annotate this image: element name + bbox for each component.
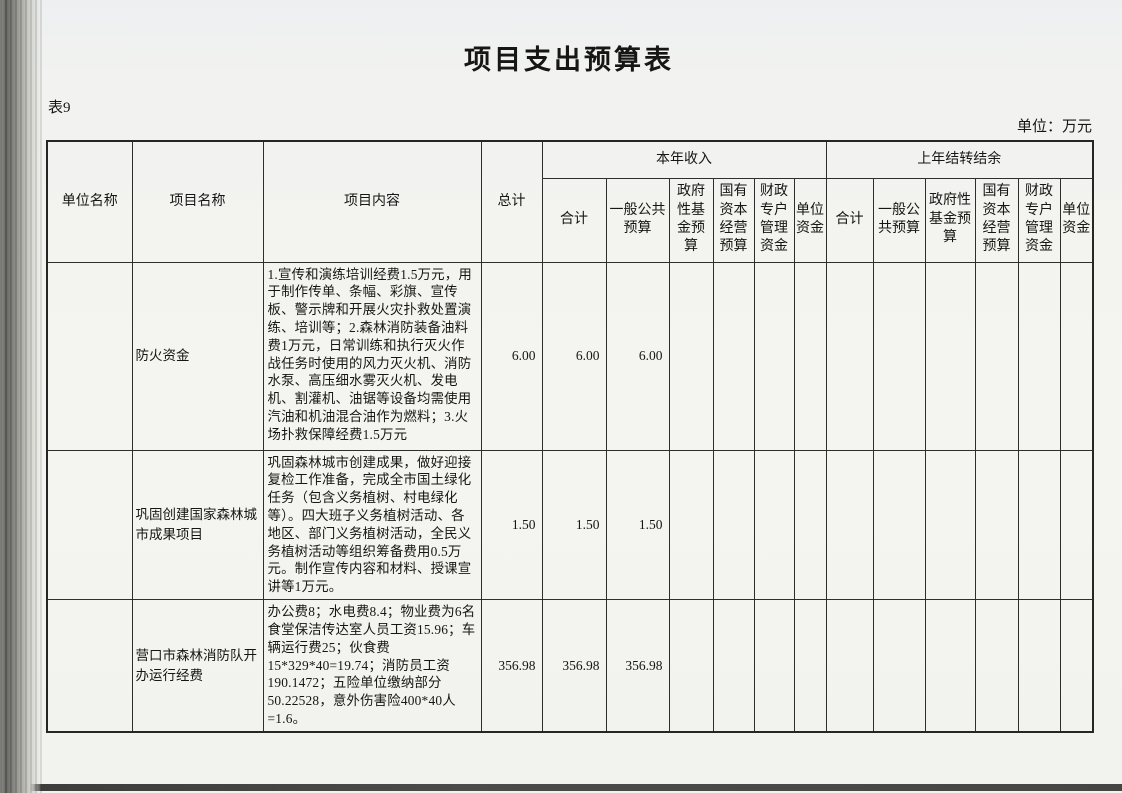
cell-r1-cy-fiscal-account-funds [753,449,795,601]
cell-r0-cy-gov-fund-budget [668,261,714,451]
cell-r0-py-general-public-budget [872,261,926,451]
col-group-last-year-carryover: 上年结转结余 [825,140,1094,179]
cell-r2-grand-total: 356.98 [480,599,543,733]
col-header-py-unit-funds: 单位资金 [1059,177,1094,263]
table-row: 防火资金 1.宣传和演练培训经费1.5万元，用于制作传单、条幅、彩旗、宣传板、警… [46,261,1094,451]
cell-r2-project-content: 办公费8；水电费8.4；物业费为6名食堂保洁传达室人员工资15.96；车辆运行费… [262,599,482,733]
cell-r0-project-name: 防火资金 [131,261,264,451]
cell-r2-cy-general-public-budget: 356.98 [605,599,670,733]
col-header-cy-fiscal-account-funds: 财政专户管理资金 [753,177,795,263]
cell-r0-py-fiscal-account-funds [1017,261,1061,451]
header-sub-row: 合计 一般公共预算 政府性基金预算 国有资本经营预算 财政专户管理资金 单位资金… [47,177,1094,263]
cell-r2-unit-name [46,599,133,733]
cell-r1-py-general-public-budget [872,449,926,601]
cell-r1-project-content: 巩固森林城市创建成果，做好迎接复检工作准备，完成全市国土绿化任务（包含义务植树、… [262,449,482,601]
cell-r2-cy-fiscal-account-funds [753,599,795,733]
col-header-cy-gov-fund-budget: 政府性基金预算 [668,177,714,263]
header-group-row: 单位名称 项目名称 项目内容 总计 本年收入 上年结转结余 [46,140,1094,263]
cell-r2-project-name: 营口市森林消防队开办运行经费 [131,599,264,733]
cell-r2-cy-state-capital-budget [712,599,755,733]
table-row: 营口市森林消防队开办运行经费 办公费8；水电费8.4；物业费为6名食堂保洁传达室… [46,599,1094,733]
cell-r1-py-total [825,449,874,601]
cell-r0-py-total [825,261,874,451]
col-header-project-content: 项目内容 [262,140,482,263]
col-header-cy-state-capital-budget: 国有资本经营预算 [712,177,755,263]
cell-r0-cy-general-public-budget: 6.00 [605,261,670,451]
col-header-py-fiscal-account-funds: 财政专户管理资金 [1017,177,1061,263]
cell-r1-py-state-capital-budget [974,449,1019,601]
cell-r0-cy-fiscal-account-funds [753,261,795,451]
cell-r2-cy-unit-funds [793,599,827,733]
cell-r2-py-general-public-budget [872,599,926,733]
col-header-grand-total: 总计 [480,140,543,263]
cell-r0-cy-unit-funds [793,261,827,451]
scan-binding-shadow [0,0,42,793]
scan-edge-bar [26,784,1122,791]
col-header-py-total: 合计 [825,177,874,263]
cell-r2-py-unit-funds [1059,599,1094,733]
cell-r1-grand-total: 1.50 [480,449,543,601]
cell-r1-project-name: 巩固创建国家森林城市成果项目 [131,449,264,601]
cell-r0-unit-name [46,261,133,451]
table-row: 巩固创建国家森林城市成果项目 巩固森林城市创建成果，做好迎接复检工作准备，完成全… [46,449,1094,601]
col-header-py-general-public-budget: 一般公共预算 [872,177,926,263]
cell-r1-cy-gov-fund-budget [668,449,714,601]
col-header-cy-total: 合计 [541,177,607,263]
cell-r0-py-state-capital-budget [974,261,1019,451]
cell-r0-cy-state-capital-budget [712,261,755,451]
cell-r2-cy-total: 356.98 [541,599,607,733]
cell-r2-py-fiscal-account-funds [1017,599,1061,733]
col-header-unit-name: 单位名称 [46,140,133,263]
budget-table: 单位名称 项目名称 项目内容 总计 本年收入 上年结转结余 合计 一般公共预算 … [46,140,1095,733]
col-header-py-gov-fund-budget: 政府性基金预算 [924,177,976,263]
cell-r1-cy-state-capital-budget [712,449,755,601]
cell-r2-py-state-capital-budget [974,599,1019,733]
col-header-project-name: 项目名称 [131,140,264,263]
cell-r0-py-unit-funds [1059,261,1094,451]
cell-r1-unit-name [46,449,133,601]
cell-r2-py-gov-fund-budget [924,599,976,733]
col-header-cy-general-public-budget: 一般公共预算 [605,177,670,263]
cell-r1-py-gov-fund-budget [924,449,976,601]
col-header-py-state-capital-budget: 国有资本经营预算 [974,177,1019,263]
cell-r1-cy-unit-funds [793,449,827,601]
cell-r1-py-unit-funds [1059,449,1094,601]
cell-r0-cy-total: 6.00 [541,261,607,451]
col-header-cy-unit-funds: 单位资金 [793,177,827,263]
cell-r2-py-total [825,599,874,733]
col-group-current-year-income: 本年收入 [541,140,827,179]
cell-r0-py-gov-fund-budget [924,261,976,451]
table-number-label: 表9 [48,100,71,116]
cell-r1-py-fiscal-account-funds [1017,449,1061,601]
cell-r1-cy-general-public-budget: 1.50 [605,449,670,601]
cell-r0-grand-total: 6.00 [480,261,543,451]
cell-r0-project-content: 1.宣传和演练培训经费1.5万元，用于制作传单、条幅、彩旗、宣传板、警示牌和开展… [262,261,482,451]
page-title: 项目支出预算表 [464,45,674,75]
cell-r2-cy-gov-fund-budget [668,599,714,733]
cell-r1-cy-total: 1.50 [541,449,607,601]
unit-note: 单位：万元 [1016,119,1092,135]
